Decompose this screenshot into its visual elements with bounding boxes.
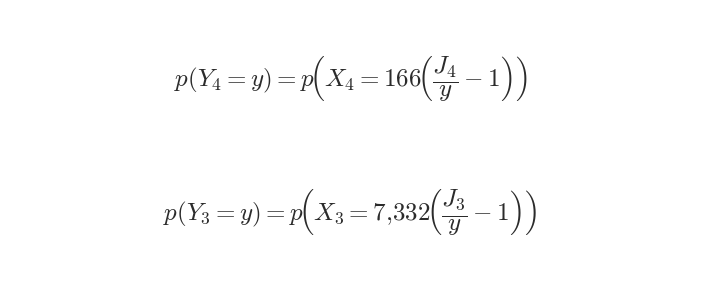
Text: $p(Y_3 = y) = p\!\left(X_3 = 7{,}332\!\left(\dfrac{J_3}{y} - 1\right)\right)$: $p(Y_3 = y) = p\!\left(X_3 = 7{,}332\!\l… [163,186,538,237]
Text: $p(Y_4 = y) = p\!\left(X_4 = 166\!\left(\dfrac{J_4}{y} - 1\right)\right)$: $p(Y_4 = y) = p\!\left(X_4 = 166\!\left(… [174,55,527,104]
